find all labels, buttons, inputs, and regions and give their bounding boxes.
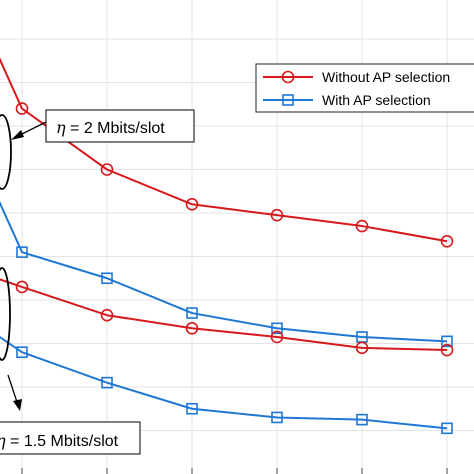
annotation-arrowhead-2mbits bbox=[11, 130, 24, 140]
legend-label-with-ap: With AP selection bbox=[322, 92, 431, 108]
series-1-point-4 bbox=[271, 322, 283, 335]
group-ellipses bbox=[0, 114, 12, 361]
series-2-point-3 bbox=[185, 321, 199, 335]
series-3-point-5 bbox=[356, 413, 368, 426]
legend-label-without-ap: Without AP selection bbox=[322, 69, 450, 85]
annotation-box-1-5mbits bbox=[0, 421, 141, 455]
group-ellipse-1-5mbits bbox=[0, 267, 11, 361]
series-3-point-2 bbox=[101, 376, 113, 389]
series-3-point-1 bbox=[16, 346, 28, 359]
annotation-label-1-5mbits: η = 1.5 Mbits/slot bbox=[0, 431, 119, 450]
series-1-point-2 bbox=[101, 272, 113, 285]
series-3-point-4 bbox=[271, 411, 283, 424]
series-1-point-1 bbox=[16, 246, 28, 258]
annotation-box-2mbits bbox=[45, 109, 195, 143]
annotation-arrowhead-1-5mbits bbox=[13, 399, 22, 411]
annotation-arrow-1-5mbits bbox=[7, 374, 19, 406]
series-line-2 bbox=[0, 278, 448, 352]
series-line-1 bbox=[0, 200, 448, 343]
series-0-point-5 bbox=[355, 219, 369, 233]
series-0-point-1 bbox=[15, 102, 29, 115]
series-2-point-5 bbox=[355, 341, 369, 355]
series-3-point-6 bbox=[441, 422, 453, 435]
series-0-point-4 bbox=[270, 208, 284, 222]
series-0-point-3 bbox=[185, 198, 199, 211]
legend: Without AP selection With AP selection bbox=[255, 63, 474, 113]
series-2-point-1 bbox=[15, 280, 29, 294]
series-line-0 bbox=[0, 57, 448, 243]
legend-marker-square-icon bbox=[282, 94, 294, 106]
annotation-value-2mbits: = 2 Mbits/slot bbox=[66, 120, 166, 137]
series-1-point-6 bbox=[441, 335, 453, 348]
series-line-3 bbox=[0, 335, 448, 430]
annotation-symbol-1-5mbits: η bbox=[0, 431, 6, 450]
series-0-point-6 bbox=[440, 234, 454, 248]
series-2-point-2 bbox=[100, 308, 114, 322]
series-0-point-2 bbox=[100, 163, 114, 176]
series-3-point-3 bbox=[186, 402, 198, 415]
series-2-point-6 bbox=[440, 343, 454, 357]
series-1-point-3 bbox=[186, 307, 198, 319]
annotation-label-2mbits: η = 2 Mbits/slot bbox=[56, 118, 165, 137]
annotations: η = 2 Mbits/slot η = 1.5 Mbits/slot bbox=[0, 109, 195, 455]
legend-marker-circle-icon bbox=[281, 70, 295, 84]
series-2-point-4 bbox=[270, 330, 284, 344]
annotation-value-1-5mbits: = 1.5 Mbits/slot bbox=[6, 433, 119, 450]
series-lines bbox=[0, 57, 454, 435]
group-ellipse-2mbits bbox=[0, 114, 12, 190]
annotation-symbol-2mbits: η bbox=[56, 118, 66, 137]
